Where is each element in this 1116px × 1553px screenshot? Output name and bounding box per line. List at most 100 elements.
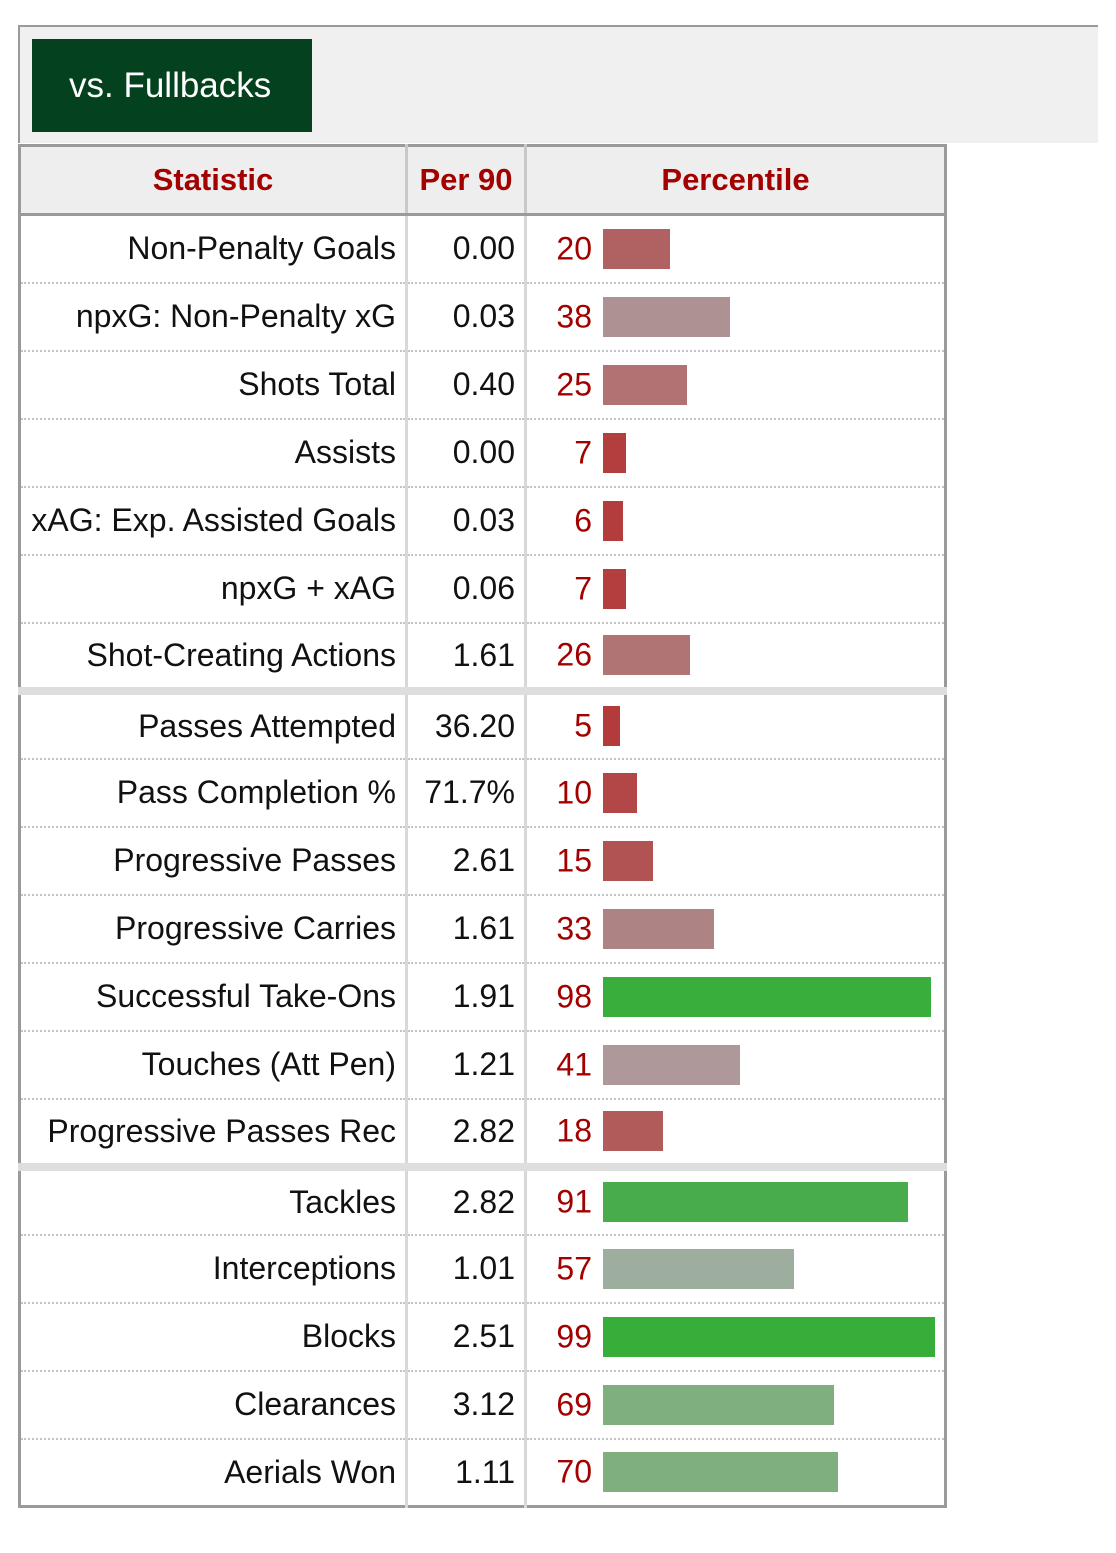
percentile-bar	[603, 1182, 908, 1222]
table-header-row: Statistic Per 90 Percentile	[19, 145, 946, 216]
stat-name: Touches (Att Pen)	[19, 1030, 408, 1100]
stat-name: npxG + xAG	[19, 554, 408, 624]
per90-value: 1.91	[406, 962, 527, 1032]
table-row: Progressive Carries 1.61 33	[19, 894, 946, 964]
table-row: Successful Take-Ons 1.91 98	[19, 962, 946, 1032]
percentile-value: 6	[574, 502, 592, 538]
tab-bar: vs. Fullbacks	[18, 25, 1098, 143]
percentile-value: 26	[556, 636, 592, 673]
per90-value: 1.61	[406, 894, 527, 964]
percentile-bar	[603, 840, 654, 881]
percentile-bar	[603, 432, 627, 473]
percentile-cell: 25	[525, 350, 946, 420]
stat-name: npxG: Non-Penalty xG	[19, 282, 408, 352]
table-row: Shot-Creating Actions 1.61 26	[19, 622, 946, 695]
percentile-value: 41	[556, 1046, 592, 1082]
per90-value: 0.03	[406, 486, 527, 556]
per90-value: 1.61	[406, 622, 527, 695]
percentile-bar	[603, 908, 714, 949]
percentile-value: 69	[556, 1386, 592, 1422]
percentile-bar	[603, 635, 691, 675]
stat-name: Clearances	[19, 1370, 408, 1440]
percentile-value: 7	[574, 434, 592, 470]
percentile-bar	[603, 1248, 794, 1289]
percentile-value: 20	[556, 230, 592, 267]
percentile-bar	[603, 1384, 835, 1425]
stat-name: Non-Penalty Goals	[19, 214, 408, 284]
percentile-cell: 6	[525, 486, 946, 556]
percentile-bar	[603, 1316, 935, 1357]
table-row: Pass Completion % 71.7% 10	[19, 758, 946, 828]
stat-name: xAG: Exp. Assisted Goals	[19, 486, 408, 556]
tab-vs-fullbacks[interactable]: vs. Fullbacks	[32, 39, 312, 132]
percentile-bar	[603, 364, 687, 405]
per90-value: 0.00	[406, 418, 527, 488]
table-body: Non-Penalty Goals 0.00 20 npxG: Non-Penalty…	[19, 214, 946, 1507]
per90-value: 0.03	[406, 282, 527, 352]
percentile-cell: 33	[525, 894, 946, 964]
percentile-value: 33	[556, 910, 592, 946]
table-row: npxG: Non-Penalty xG 0.03 38	[19, 282, 946, 352]
percentile-bar	[603, 976, 932, 1017]
percentile-value: 38	[556, 298, 592, 334]
table-row: Tackles 2.82 91	[19, 1166, 946, 1236]
percentile-cell: 26	[525, 622, 946, 695]
header-per90[interactable]: Per 90	[406, 145, 527, 216]
stat-name: Assists	[19, 418, 408, 488]
percentile-bar	[603, 568, 627, 609]
stat-name: Tackles	[19, 1166, 408, 1236]
table-row: Assists 0.00 7	[19, 418, 946, 488]
percentile-value: 5	[574, 707, 592, 744]
per90-value: 1.21	[406, 1030, 527, 1100]
percentile-cell: 41	[525, 1030, 946, 1100]
per90-value: 1.01	[406, 1234, 527, 1304]
percentile-cell: 38	[525, 282, 946, 352]
percentile-bar	[603, 1452, 838, 1493]
per90-value: 3.12	[406, 1370, 527, 1440]
table-row: Clearances 3.12 69	[19, 1370, 946, 1440]
table-row: Blocks 2.51 99	[19, 1302, 946, 1372]
percentile-stats-table: Statistic Per 90 Percentile Non-Penalty …	[18, 144, 947, 1508]
table-row: Passes Attempted 36.20 5	[19, 690, 946, 760]
per90-value: 71.7%	[406, 758, 527, 828]
percentile-value: 57	[556, 1250, 592, 1286]
per90-value: 2.82	[406, 1166, 527, 1236]
header-statistic[interactable]: Statistic	[19, 145, 408, 216]
stat-name: Progressive Passes Rec	[19, 1098, 408, 1171]
per90-value: 1.11	[406, 1438, 527, 1507]
percentile-value: 91	[556, 1183, 592, 1220]
per90-value: 0.06	[406, 554, 527, 624]
percentile-value: 7	[574, 570, 592, 606]
percentile-value: 70	[556, 1453, 592, 1490]
percentile-cell: 91	[525, 1166, 946, 1236]
percentile-value: 15	[556, 842, 592, 878]
per90-value: 0.00	[406, 214, 527, 284]
table-row: Touches (Att Pen) 1.21 41	[19, 1030, 946, 1100]
percentile-cell: 70	[526, 1439, 946, 1507]
percentile-value: 99	[556, 1318, 592, 1354]
percentile-cell: 10	[525, 758, 946, 828]
table-row: Shots Total 0.40 25	[19, 350, 946, 420]
percentile-cell: 18	[525, 1098, 946, 1171]
stat-name: Progressive Carries	[19, 894, 408, 964]
percentile-bar	[603, 706, 620, 746]
percentile-bar	[603, 228, 670, 269]
percentile-bar	[603, 296, 731, 337]
stat-name: Interceptions	[19, 1234, 408, 1304]
table-row: npxG + xAG 0.06 7	[19, 554, 946, 624]
stat-name: Aerials Won	[19, 1438, 408, 1507]
header-percentile[interactable]: Percentile	[525, 145, 946, 216]
percentile-bar	[603, 1111, 664, 1151]
percentile-value: 25	[556, 366, 592, 402]
table-row: Aerials Won 1.11 70	[19, 1438, 946, 1507]
per90-value: 0.40	[406, 350, 527, 420]
percentile-cell: 69	[525, 1370, 946, 1440]
percentile-cell: 7	[525, 418, 946, 488]
percentile-cell: 5	[525, 690, 946, 760]
per90-value: 2.51	[406, 1302, 527, 1372]
stat-name: Shots Total	[19, 350, 408, 420]
percentile-cell: 57	[525, 1234, 946, 1304]
percentile-bar	[603, 1044, 741, 1085]
table-row: Interceptions 1.01 57	[19, 1234, 946, 1304]
percentile-bar	[603, 772, 637, 813]
